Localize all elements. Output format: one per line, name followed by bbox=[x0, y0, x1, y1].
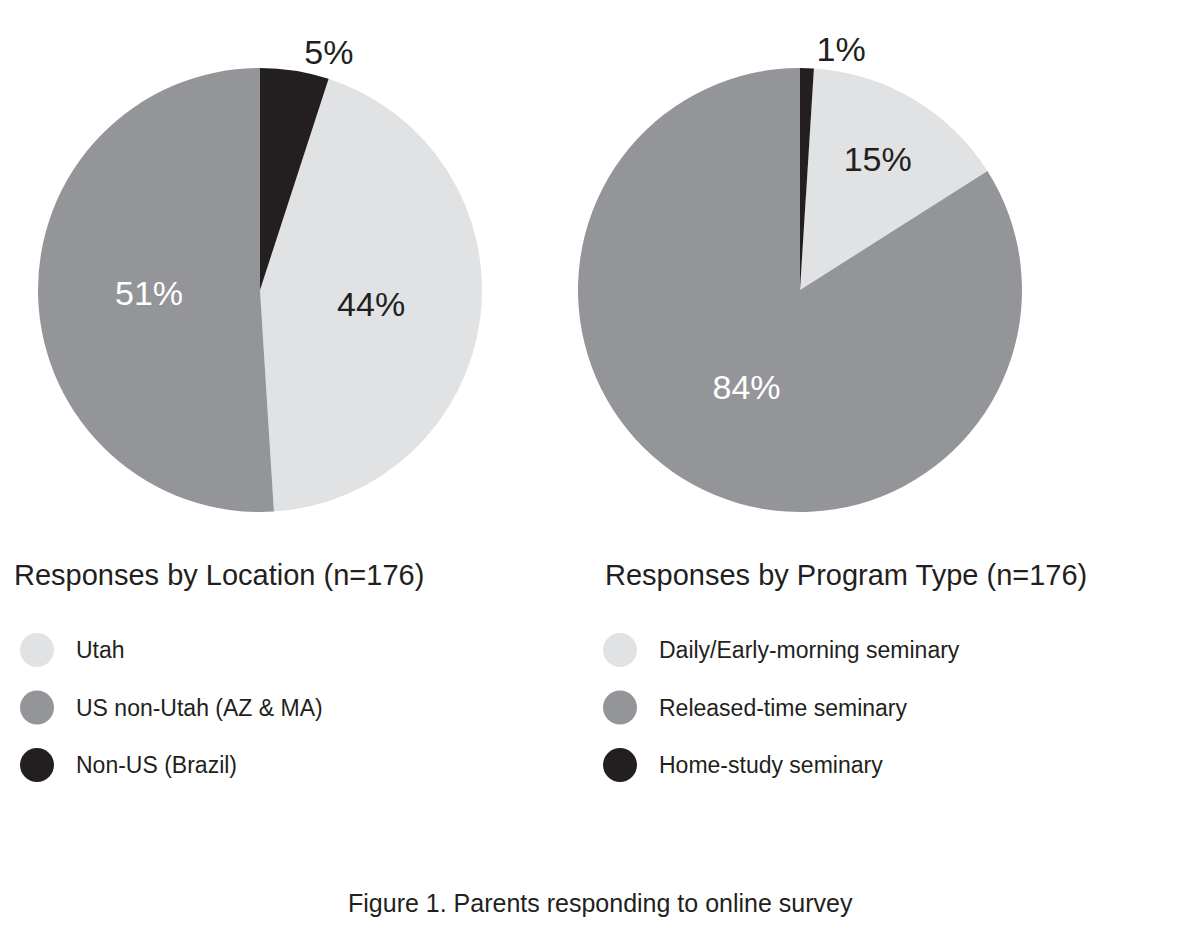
svg-text:Figure 1. Parents responding t: Figure 1. Parents responding to online s… bbox=[348, 889, 853, 917]
svg-text:Utah: Utah bbox=[76, 637, 125, 663]
svg-text:Released-time seminary: Released-time seminary bbox=[659, 695, 907, 721]
svg-text:US non-Utah (AZ & MA): US non-Utah (AZ & MA) bbox=[76, 695, 323, 721]
svg-text:Daily/Early-morning seminary: Daily/Early-morning seminary bbox=[659, 637, 960, 663]
svg-text:1%: 1% bbox=[816, 30, 865, 68]
svg-text:Home-study seminary: Home-study seminary bbox=[659, 752, 883, 778]
svg-text:84%: 84% bbox=[712, 368, 780, 406]
svg-text:Non-US (Brazil): Non-US (Brazil) bbox=[76, 752, 237, 778]
svg-text:15%: 15% bbox=[844, 140, 912, 178]
svg-text:Responses by Location (n=176): Responses by Location (n=176) bbox=[14, 559, 424, 591]
svg-text:Responses by Program Type (n=1: Responses by Program Type (n=176) bbox=[605, 559, 1087, 591]
svg-text:51%: 51% bbox=[115, 274, 183, 312]
svg-text:44%: 44% bbox=[337, 285, 405, 323]
svg-text:5%: 5% bbox=[304, 33, 353, 71]
